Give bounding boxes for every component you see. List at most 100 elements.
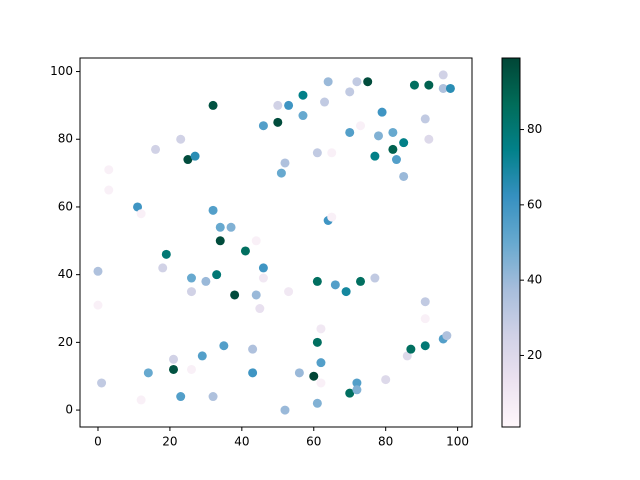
scatter-point bbox=[240, 246, 250, 256]
scatter-point bbox=[136, 395, 146, 405]
scatter-point bbox=[316, 378, 326, 388]
axes-frame bbox=[79, 57, 473, 428]
x-tick-label: 0 bbox=[94, 435, 102, 449]
scatter-point bbox=[388, 127, 398, 137]
scatter-point bbox=[406, 344, 416, 354]
y-tick-label: 80 bbox=[58, 132, 73, 146]
scatter-point bbox=[420, 114, 430, 124]
scatter-point bbox=[186, 287, 196, 297]
scatter-point bbox=[280, 405, 290, 415]
scatter-point bbox=[424, 80, 434, 90]
scatter-point bbox=[280, 158, 290, 168]
scatter-point bbox=[420, 341, 430, 351]
scatter-point bbox=[151, 144, 161, 154]
scatter-point bbox=[438, 70, 448, 80]
scatter-point bbox=[420, 314, 430, 324]
y-tick-label: 0 bbox=[65, 403, 73, 417]
colorbar-tick-label: 60 bbox=[527, 197, 542, 211]
scatter-point bbox=[219, 341, 229, 351]
scatter-point bbox=[169, 364, 179, 374]
y-tick-label: 20 bbox=[58, 335, 73, 349]
scatter-point bbox=[312, 276, 322, 286]
scatter-point bbox=[161, 249, 171, 259]
scatter-point bbox=[345, 388, 355, 398]
scatter-point bbox=[345, 87, 355, 97]
plot-area bbox=[93, 70, 455, 415]
scatter-point bbox=[323, 77, 333, 87]
scatter-point bbox=[298, 111, 308, 121]
scatter-point bbox=[133, 202, 143, 212]
scatter-point bbox=[190, 151, 200, 161]
scatter-point bbox=[93, 300, 103, 310]
x-tick-label: 60 bbox=[306, 435, 321, 449]
y-tick-label: 60 bbox=[58, 199, 73, 213]
scatter-point bbox=[316, 324, 326, 334]
scatter-point bbox=[363, 77, 373, 87]
scatter-point bbox=[169, 354, 179, 364]
colorbar-tick-label: 80 bbox=[527, 122, 542, 136]
scatter-point bbox=[352, 378, 362, 388]
scatter-point bbox=[93, 266, 103, 276]
scatter-point bbox=[377, 107, 387, 117]
scatter-point bbox=[352, 385, 362, 395]
scatter-point bbox=[215, 236, 225, 246]
colorbar-frame bbox=[501, 57, 521, 428]
scatter-point bbox=[381, 375, 391, 385]
y-tick-label: 40 bbox=[58, 267, 73, 281]
x-tick-label: 80 bbox=[378, 435, 393, 449]
scatter-point bbox=[420, 297, 430, 307]
scatter-point bbox=[186, 273, 196, 283]
scatter-point bbox=[402, 351, 412, 361]
scatter-point bbox=[176, 392, 186, 402]
x-tick-label: 40 bbox=[234, 435, 249, 449]
scatter-point bbox=[294, 368, 304, 378]
scatter-point bbox=[208, 100, 218, 110]
scatter-point bbox=[248, 344, 258, 354]
colorbar bbox=[502, 58, 520, 427]
scatter-point bbox=[327, 212, 337, 222]
scatter-point bbox=[208, 392, 218, 402]
scatter-point bbox=[356, 276, 366, 286]
scatter-point bbox=[251, 236, 261, 246]
scatter-point bbox=[370, 273, 380, 283]
scatter-point bbox=[316, 358, 326, 368]
scatter-point bbox=[176, 134, 186, 144]
scatter-point bbox=[399, 138, 409, 148]
scatter-point bbox=[388, 144, 398, 154]
scatter-point bbox=[309, 371, 319, 381]
scatter-point bbox=[298, 90, 308, 100]
scatter-point bbox=[399, 171, 409, 181]
scatter-point bbox=[97, 378, 107, 388]
scatter-point bbox=[158, 263, 168, 273]
scatter-point bbox=[208, 205, 218, 215]
scatter-point bbox=[273, 117, 283, 127]
scatter-point bbox=[330, 280, 340, 290]
scatter-point bbox=[370, 151, 380, 161]
scatter-point bbox=[226, 222, 236, 232]
scatter-point bbox=[104, 185, 114, 195]
scatter-point bbox=[445, 83, 455, 93]
y-tick-label: 100 bbox=[50, 64, 73, 78]
scatter-point bbox=[201, 276, 211, 286]
scatter-point bbox=[276, 168, 286, 178]
x-tick-label: 100 bbox=[446, 435, 469, 449]
scatter-point bbox=[373, 131, 383, 141]
scatter-point bbox=[356, 121, 366, 131]
scatter-point bbox=[215, 222, 225, 232]
scatter-point bbox=[104, 165, 114, 175]
scatter-point bbox=[442, 331, 452, 341]
x-tick-label: 20 bbox=[162, 435, 177, 449]
scatter-point bbox=[312, 337, 322, 347]
scatter-point bbox=[136, 209, 146, 219]
scatter-point bbox=[273, 100, 283, 110]
scatter-point bbox=[345, 127, 355, 137]
scatter-point bbox=[391, 155, 401, 165]
scatter-point bbox=[320, 97, 330, 107]
scatter-point bbox=[212, 270, 222, 280]
scatter-point bbox=[341, 287, 351, 297]
scatter-point bbox=[183, 155, 193, 165]
scatter-point bbox=[251, 290, 261, 300]
scatter-point bbox=[352, 77, 362, 87]
scatter-point bbox=[143, 368, 153, 378]
